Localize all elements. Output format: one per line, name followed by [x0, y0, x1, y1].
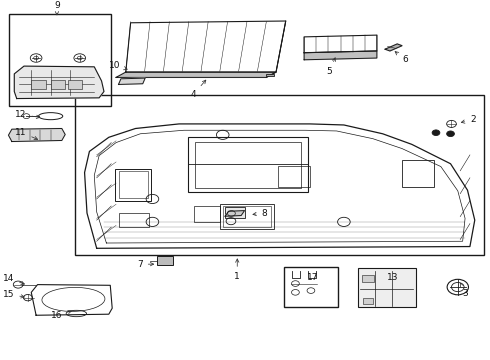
Text: 13: 13	[387, 273, 398, 282]
Bar	[278, 166, 310, 187]
Text: 15: 15	[3, 289, 25, 298]
Text: 12: 12	[15, 110, 40, 119]
Bar	[363, 298, 373, 304]
Bar	[402, 160, 434, 186]
Bar	[119, 171, 147, 198]
Bar	[225, 207, 245, 219]
Bar	[220, 204, 273, 229]
Text: 17: 17	[307, 273, 318, 282]
Bar	[284, 267, 338, 307]
Polygon shape	[385, 44, 402, 51]
Polygon shape	[14, 66, 104, 99]
Polygon shape	[304, 51, 377, 60]
Bar	[362, 275, 374, 283]
Bar	[50, 80, 65, 89]
Bar	[195, 142, 301, 188]
Text: 2: 2	[462, 115, 475, 124]
Text: 11: 11	[15, 127, 38, 140]
Bar	[68, 80, 82, 89]
Bar	[31, 80, 46, 89]
Bar	[120, 213, 148, 227]
Text: 5: 5	[326, 58, 335, 76]
Bar	[223, 206, 271, 227]
Text: 16: 16	[51, 310, 72, 320]
Polygon shape	[116, 72, 276, 77]
Bar	[9, 14, 111, 105]
Text: 9: 9	[54, 1, 60, 15]
Bar	[194, 206, 220, 222]
Bar	[188, 137, 308, 192]
Text: 1: 1	[234, 259, 240, 281]
Bar	[358, 269, 416, 307]
Text: 7: 7	[137, 260, 154, 269]
Bar	[115, 169, 151, 201]
Text: 8: 8	[253, 208, 267, 217]
Text: 6: 6	[395, 51, 408, 64]
Text: 4: 4	[191, 80, 206, 99]
Text: 14: 14	[3, 274, 25, 284]
Bar	[267, 73, 273, 76]
Text: 10: 10	[108, 60, 127, 70]
Bar	[75, 95, 485, 255]
Text: 3: 3	[461, 283, 468, 298]
Polygon shape	[225, 211, 245, 216]
Circle shape	[432, 130, 440, 136]
Polygon shape	[8, 129, 65, 141]
Circle shape	[447, 131, 454, 136]
Polygon shape	[119, 78, 145, 85]
Bar	[157, 256, 173, 265]
